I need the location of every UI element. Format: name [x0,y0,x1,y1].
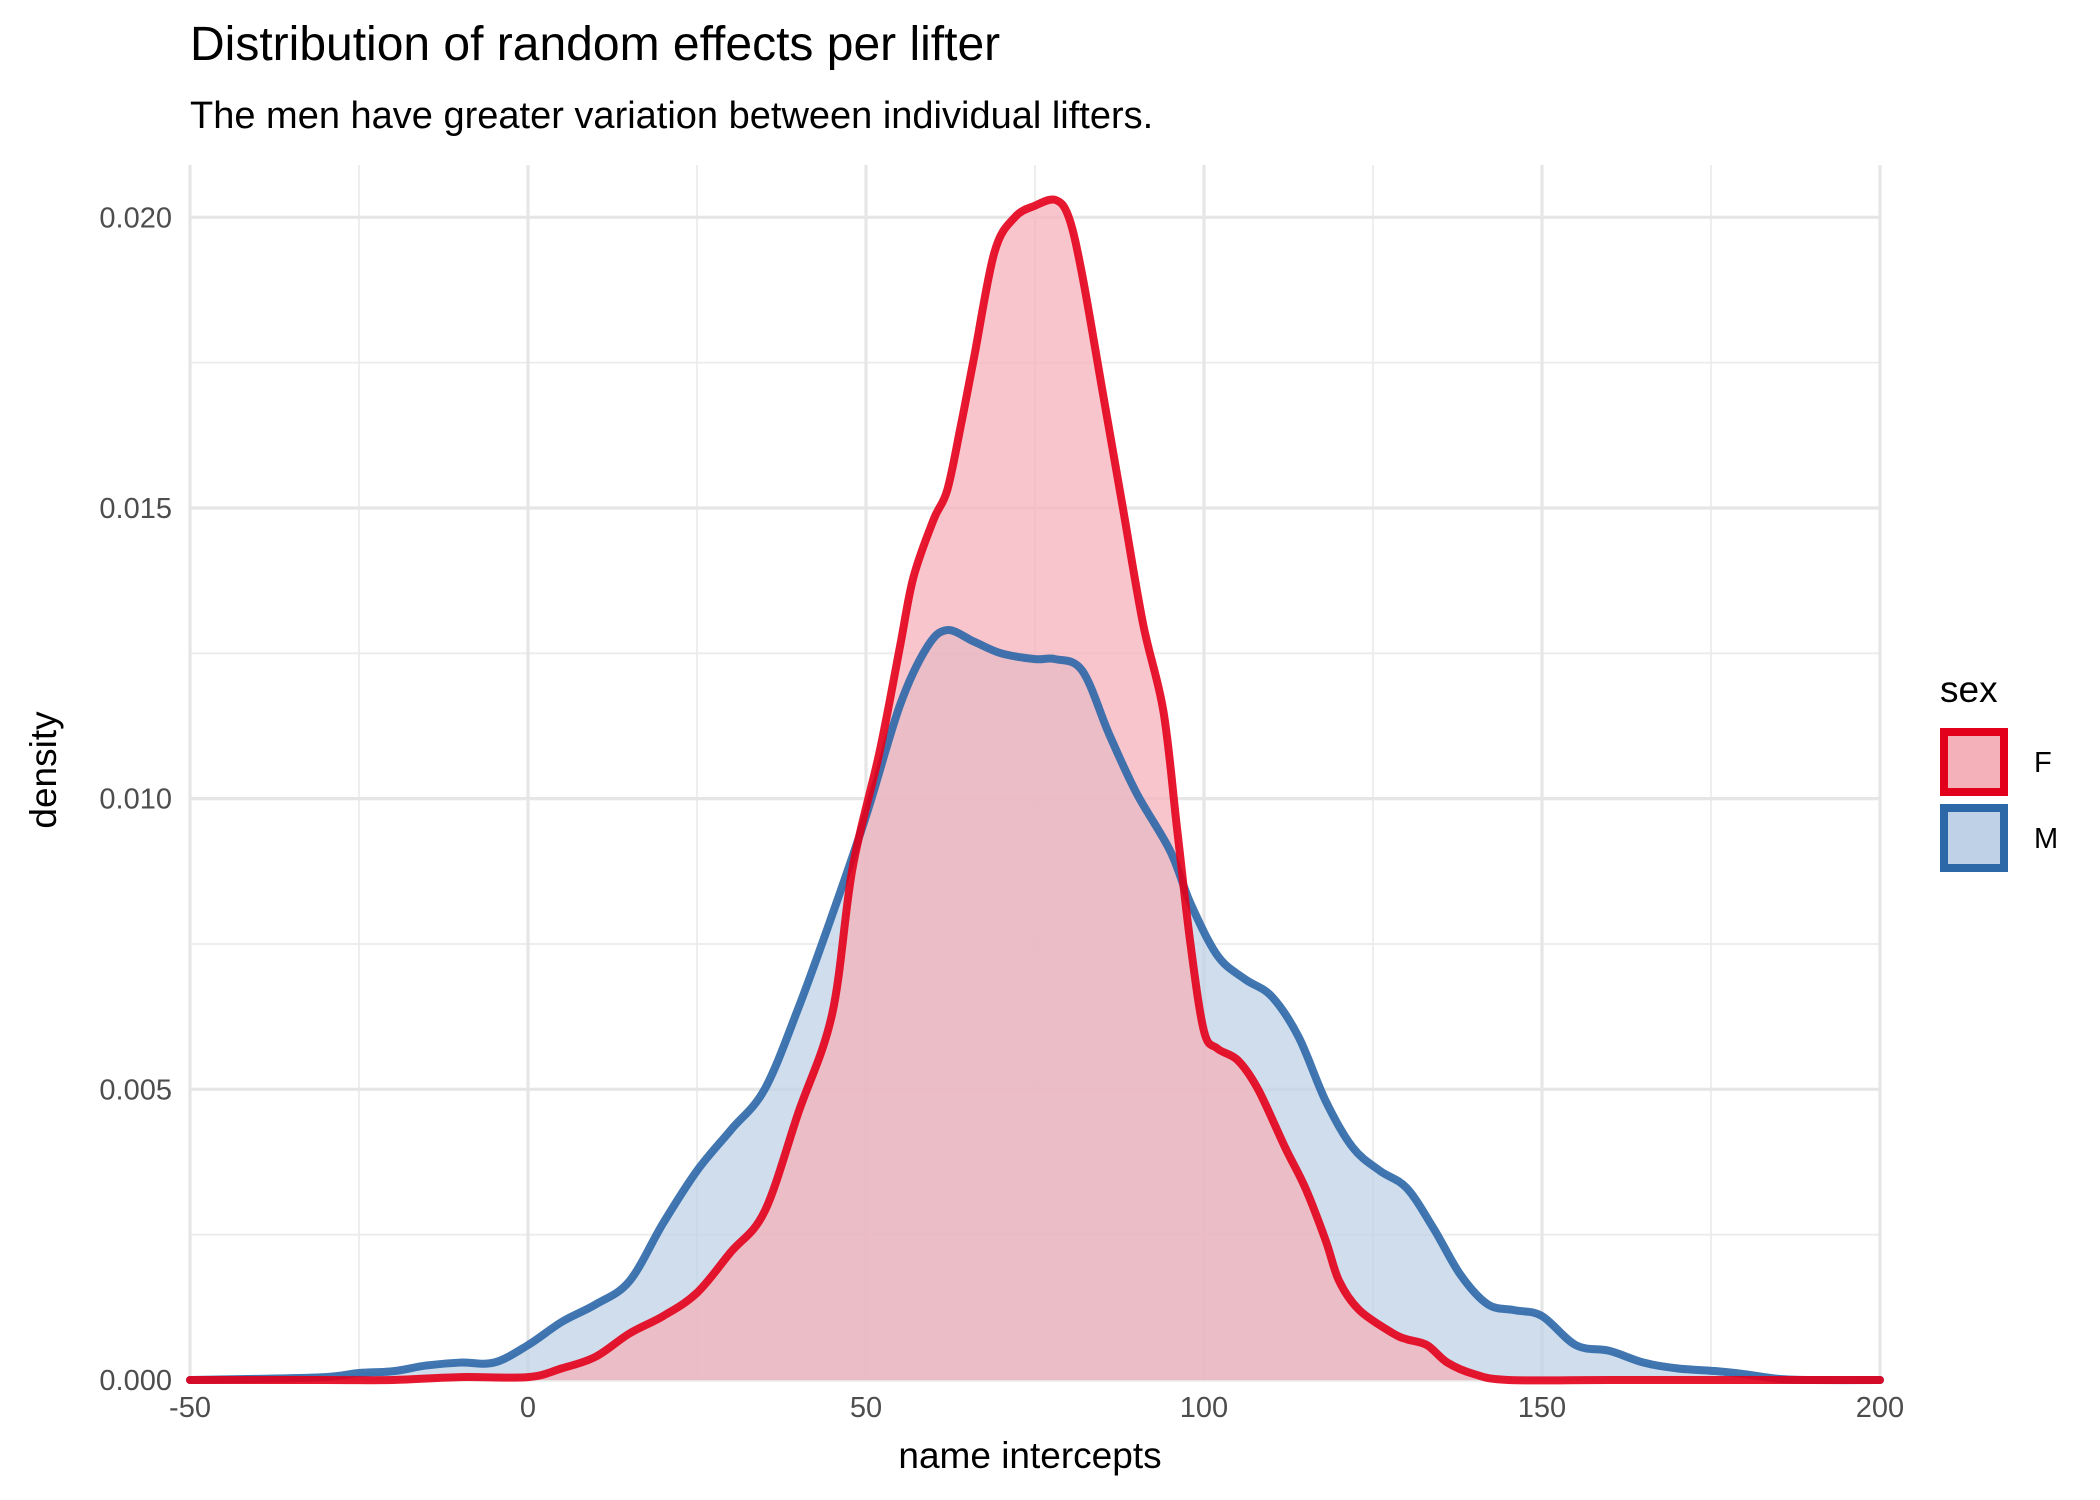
y-tick-label: 0.010 [99,784,172,816]
plot-panel [186,165,1884,1385]
legend: sex FM [1940,669,2058,872]
y-tick-label: 0.000 [99,1365,172,1397]
y-axis-title: density [23,711,64,829]
legend-key-F [1940,728,2008,796]
x-tick-label: 100 [1180,1392,1228,1424]
density-series [186,195,1884,1385]
legend-label-F: F [2034,747,2052,779]
density-area-F [190,199,1880,1381]
density-line-M [186,626,1884,1385]
chart-title: Distribution of random effects per lifte… [190,18,1000,71]
x-tick-label: -50 [169,1392,211,1424]
x-axis-ticks: -50 0 50 100 150 200 [169,1392,1904,1424]
density-line-F [186,195,1884,1385]
y-tick-label: 0.005 [99,1074,172,1106]
legend-items: FM [1940,728,2058,872]
chart-subtitle: The men have greater variation between i… [190,95,1153,137]
y-axis-ticks: 0.000 0.005 0.010 0.015 0.020 [99,202,172,1397]
x-tick-label: 200 [1856,1392,1904,1424]
x-tick-label: 50 [850,1392,882,1424]
x-tick-label: 0 [520,1392,536,1424]
x-axis-title: name intercepts [898,1435,1161,1476]
y-tick-label: 0.015 [99,493,172,525]
y-tick-label: 0.020 [99,202,172,234]
legend-label-M: M [2034,823,2058,855]
x-tick-label: 150 [1518,1392,1566,1424]
legend-key-M [1940,804,2008,872]
legend-title: sex [1940,669,1998,710]
